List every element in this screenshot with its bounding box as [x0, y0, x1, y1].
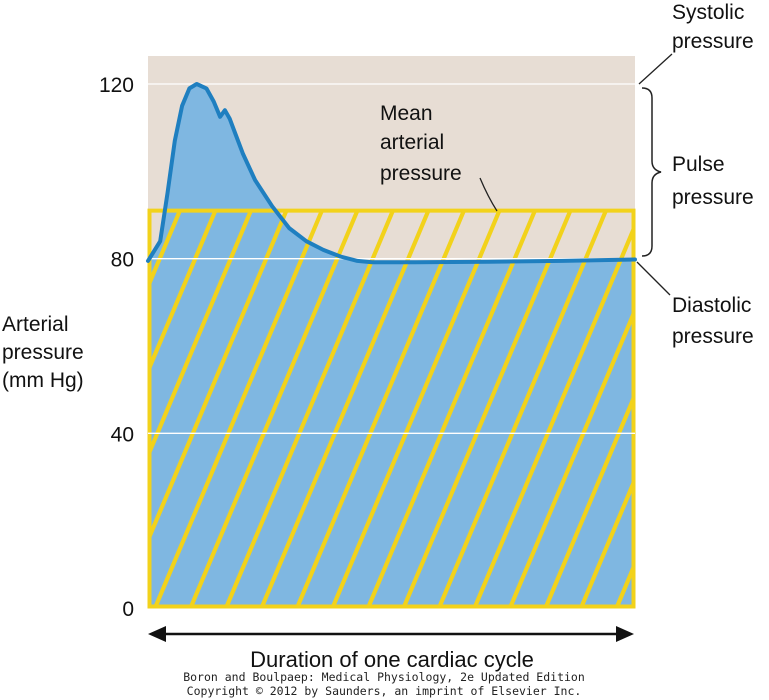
hatch-stripe	[330, 210, 502, 608]
hatch-stripe	[508, 304, 635, 608]
hatch-stripe	[437, 210, 608, 608]
mean-pressure-band-border	[147, 208, 636, 609]
hatch-stripe	[652, 211, 769, 608]
mean-label-line-1: Mean	[380, 102, 433, 125]
diastolic-label-line-1: Diastolic	[672, 294, 751, 317]
hatch-stripe	[472, 220, 635, 608]
hatch-stripe	[259, 210, 431, 608]
hatch-stripe	[153, 210, 324, 608]
hatch-stripe	[148, 210, 253, 462]
hatch-stripe	[401, 210, 573, 608]
y-tick-label-0: 0	[122, 598, 134, 621]
x-axis-label: Duration of one cardiac cycle	[250, 647, 534, 672]
pulse-label-line-1: Pulse	[672, 153, 725, 176]
hatch-stripe	[295, 210, 466, 608]
mean-pressure-hatch	[148, 210, 769, 608]
hatch-stripe	[759, 211, 769, 608]
duration-double-arrow	[148, 626, 634, 642]
mean-label-line-2: arterial	[380, 131, 444, 154]
diastolic-label-line-2: pressure	[672, 325, 754, 348]
gridlines	[148, 83, 635, 434]
pulse-pressure-bracket	[641, 87, 662, 257]
mean-pointer	[479, 177, 498, 212]
hatch-stripe	[614, 558, 635, 608]
mean-label-line-3: pressure	[380, 162, 462, 185]
ylabel-line-3: (mm Hg)	[2, 369, 84, 392]
systolic-label-line-2: pressure	[672, 30, 754, 53]
pressure-area-fill	[148, 84, 635, 608]
hatch-stripe	[543, 389, 635, 608]
hatch-stripe	[148, 210, 182, 292]
hatch-stripe	[688, 211, 769, 608]
hatch-stripe	[148, 210, 289, 546]
pulse-label-line-2: pressure	[672, 186, 754, 209]
y-tick-label-40: 40	[111, 423, 134, 446]
systolic-pointer	[638, 53, 673, 85]
y-tick-label-120: 120	[99, 74, 134, 97]
y-tick-label-80: 80	[111, 249, 134, 272]
systolic-label-line-1: Systolic	[672, 1, 744, 24]
hatch-stripe	[188, 210, 360, 608]
hatch-stripe	[723, 211, 769, 608]
hatch-stripe	[224, 210, 395, 608]
credit-line-2: Copyright © 2012 by Saunders, an imprint…	[187, 684, 582, 698]
pressure-waveform-line	[146, 82, 637, 265]
ylabel-line-1: Arterial	[2, 313, 69, 336]
y-axis-ticks: 0 40 80 120	[99, 74, 134, 621]
hatch-stripe	[579, 473, 635, 608]
credit-line-1: Boron and Boulpaep: Medical Physiology, …	[183, 670, 585, 684]
ylabel-line-2: pressure	[2, 341, 84, 364]
diastolic-pointer	[636, 261, 671, 296]
hatch-stripe	[148, 210, 218, 377]
hatch-stripe	[366, 210, 537, 608]
